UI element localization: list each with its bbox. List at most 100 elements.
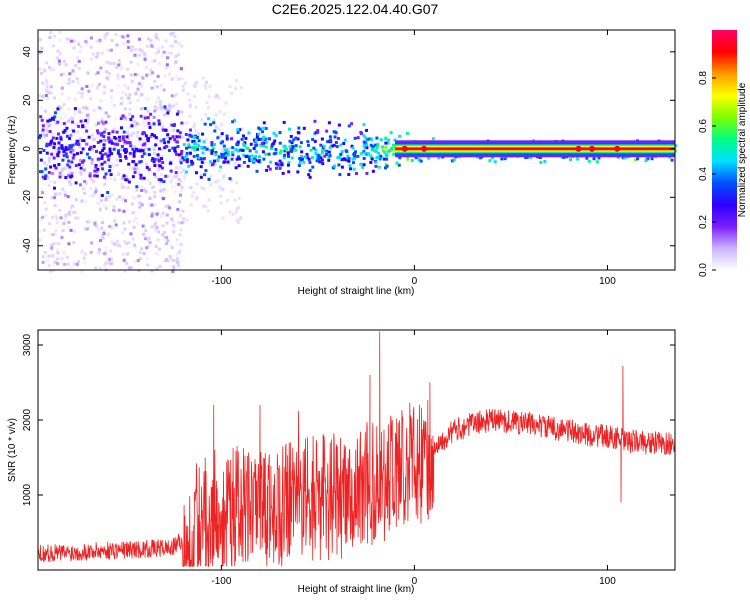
heatmap-cell bbox=[107, 158, 111, 162]
heatmap-cell bbox=[117, 208, 121, 212]
heatmap-cell bbox=[226, 150, 230, 154]
heatmap-cell bbox=[176, 252, 180, 256]
heatmap-cell bbox=[101, 232, 105, 236]
heatmap-cell bbox=[73, 109, 77, 113]
snr-frame bbox=[37, 329, 676, 571]
heatmap-cell bbox=[300, 150, 304, 154]
heatmap-cell bbox=[255, 135, 259, 139]
heatmap-cell bbox=[70, 128, 74, 132]
heatmap-cell bbox=[283, 149, 287, 153]
heatmap-cell bbox=[193, 148, 197, 152]
heatmap-cell bbox=[158, 182, 162, 186]
snr-plot-area bbox=[38, 330, 675, 570]
heatmap-cell bbox=[214, 95, 218, 99]
heatmap-cell bbox=[298, 157, 302, 161]
heatmap-cell bbox=[117, 171, 121, 175]
heatmap-cell bbox=[136, 259, 140, 263]
heatmap-cell bbox=[71, 120, 75, 124]
heatmap-cell bbox=[204, 169, 208, 173]
heatmap-cell bbox=[160, 125, 164, 129]
heatmap-cell bbox=[181, 88, 185, 92]
heatmap-cell bbox=[333, 164, 337, 168]
heatmap-cell bbox=[311, 137, 315, 141]
heatmap-cell bbox=[222, 144, 226, 148]
heatmap-cell bbox=[194, 171, 198, 175]
heatmap-cell bbox=[351, 157, 355, 161]
heatmap-cell bbox=[153, 223, 157, 227]
heatmap-cell bbox=[239, 86, 243, 90]
heatmap-cell bbox=[493, 160, 497, 164]
heatmap-cell bbox=[94, 186, 98, 190]
heatmap-cell bbox=[67, 225, 71, 229]
heatmap-cell bbox=[213, 159, 217, 163]
heatmap-cell bbox=[365, 143, 369, 147]
heatmap-cell bbox=[361, 165, 365, 169]
heatmap-cell bbox=[177, 156, 181, 160]
heatmap-cell bbox=[587, 159, 591, 163]
heatmap-cell bbox=[51, 242, 55, 246]
heatmap-cell bbox=[96, 52, 100, 56]
heatmap-cell bbox=[73, 112, 77, 116]
heatmap-cell bbox=[83, 200, 87, 204]
heatmap-cell bbox=[139, 159, 143, 163]
heatmap-cell bbox=[76, 216, 80, 220]
heatmap-cell bbox=[162, 88, 166, 92]
x-tick-label: 0 bbox=[412, 276, 418, 287]
heatmap-cell bbox=[203, 84, 207, 88]
heatmap-cell bbox=[204, 113, 208, 117]
heatmap-cell bbox=[163, 235, 167, 239]
heatmap-cell bbox=[58, 175, 62, 179]
heatmap-cell bbox=[140, 82, 144, 86]
heatmap-cell bbox=[57, 150, 61, 154]
heatmap-cell bbox=[214, 113, 218, 117]
heatmap-cell bbox=[108, 165, 112, 169]
heatmap-cell bbox=[235, 218, 239, 222]
heatmap-cell bbox=[54, 192, 58, 196]
heatmap-cell bbox=[57, 192, 61, 196]
heatmap-cell bbox=[142, 152, 146, 156]
heatmap-cell bbox=[79, 170, 83, 174]
heatmap-cell bbox=[181, 84, 185, 88]
heatmap-cell bbox=[163, 146, 167, 150]
heatmap-cell bbox=[183, 172, 187, 176]
heatmap-cell bbox=[347, 157, 351, 161]
heatmap-cell bbox=[124, 199, 128, 203]
heatmap-cell bbox=[337, 123, 341, 127]
heatmap-cell bbox=[178, 135, 182, 139]
heatmap-cell bbox=[153, 203, 157, 207]
heatmap-cell bbox=[62, 154, 66, 158]
heatmap-cell bbox=[104, 251, 108, 255]
heatmap-cell bbox=[150, 44, 154, 48]
heatmap-cell bbox=[66, 262, 70, 266]
heatmap-cell bbox=[43, 169, 47, 173]
heatmap-cell bbox=[351, 146, 355, 150]
heatmap-cell bbox=[362, 163, 366, 167]
heatmap-cell bbox=[195, 182, 199, 186]
heatmap-cell bbox=[58, 192, 62, 196]
heatmap-cell bbox=[104, 111, 108, 115]
heatmap-cell bbox=[49, 31, 53, 35]
heatmap-cell bbox=[156, 157, 160, 161]
heatmap-cell bbox=[175, 140, 179, 144]
heatmap-cell bbox=[130, 124, 134, 128]
heatmap-cell bbox=[64, 146, 68, 150]
heatmap-cell bbox=[168, 254, 172, 258]
heatmap-cell bbox=[143, 116, 147, 120]
heatmap-cell bbox=[39, 158, 43, 162]
heatmap-cell bbox=[126, 67, 130, 71]
heatmap-cell bbox=[170, 246, 174, 250]
heatmap-cell bbox=[140, 189, 144, 193]
heatmap-cell bbox=[170, 77, 174, 81]
snr-y-axis-label: SNR (10 * v/v) bbox=[7, 418, 18, 482]
heatmap-cell bbox=[95, 129, 99, 133]
heatmap-cell bbox=[139, 114, 143, 118]
y-tick-label: 20 bbox=[22, 94, 33, 106]
heatmap-cell bbox=[134, 216, 138, 220]
heatmap-cell bbox=[154, 136, 158, 140]
heatmap-cell bbox=[43, 161, 47, 165]
heatmap-cell bbox=[105, 195, 109, 199]
heatmap-cell bbox=[101, 167, 105, 171]
heatmap-cell bbox=[278, 166, 282, 170]
heatmap-cell bbox=[158, 158, 162, 162]
heatmap-cell bbox=[382, 150, 386, 154]
